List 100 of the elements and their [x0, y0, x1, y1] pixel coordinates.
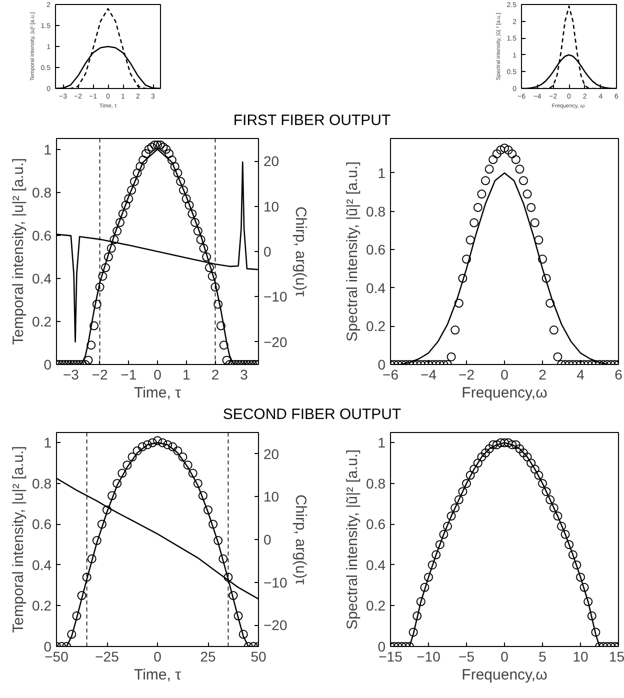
- point: [198, 491, 208, 500]
- x-tick-label: 3: [240, 366, 248, 382]
- y-tick-label: 0.2: [32, 313, 52, 330]
- y-tick-label: 0.8: [32, 184, 52, 200]
- point: [208, 520, 218, 529]
- y-tick-label: 0.8: [32, 475, 52, 492]
- y-tick-label: 0.2: [366, 598, 386, 614]
- x-tick-label: −4: [420, 366, 437, 382]
- y-tick-label: 1: [378, 164, 386, 181]
- y-axis-title: Temporal intensity, |u|² [a.u.]: [10, 446, 28, 633]
- y-tick-label: 0.6: [366, 516, 386, 532]
- y-tick-label: 0.4: [32, 270, 52, 286]
- x-tick-label: −2: [92, 366, 108, 382]
- y2-axis-title: Chirp, arg(u)τ: [292, 494, 310, 585]
- y-tick-label: 0: [44, 356, 52, 372]
- y-tick-label: 0.4: [32, 556, 52, 573]
- point: [214, 536, 223, 546]
- point: [112, 478, 122, 488]
- x-tick-label: 0: [154, 648, 162, 664]
- point: [67, 630, 76, 639]
- y2-tick-label: −20: [264, 617, 288, 634]
- y-axis-title: Spectral intensity, |ũ|² [a.u.]: [344, 161, 362, 342]
- y2-tick-label: 0: [264, 532, 272, 548]
- y2-tick-label: 20: [264, 153, 280, 170]
- y-tick-label: 0.2: [32, 598, 52, 614]
- y2-tick-label: 20: [264, 446, 280, 462]
- point: [118, 468, 127, 478]
- x-tick-label: 6: [614, 366, 623, 382]
- point: [153, 436, 162, 446]
- x-tick-label: 10: [572, 648, 588, 664]
- y-tick-label: 0.4: [366, 280, 386, 296]
- x-tick-label: 50: [250, 648, 266, 664]
- point: [204, 505, 212, 514]
- point: [224, 572, 233, 582]
- point: [87, 554, 96, 564]
- x-tick-label: −3: [62, 366, 80, 382]
- y-tick-label: 0.4: [366, 556, 386, 573]
- x-axis-title: Frequency,ω: [462, 666, 548, 684]
- y-tick-label: 0.6: [366, 242, 386, 258]
- x-tick-label: 0: [154, 366, 162, 382]
- point: [178, 452, 188, 462]
- point: [97, 520, 106, 529]
- x-tick-label: −1: [120, 366, 137, 382]
- point: [218, 554, 228, 564]
- point: [108, 491, 117, 500]
- point: [138, 442, 147, 452]
- x-tick-label: 2: [538, 366, 547, 382]
- point: [132, 446, 142, 456]
- text: FIRST FIBER OUTPUT: [233, 112, 391, 130]
- y-tick-label: 0.6: [32, 516, 52, 532]
- point: [148, 438, 157, 448]
- y-tick-label: 1: [44, 434, 52, 451]
- x-tick-label: 25: [200, 648, 216, 664]
- text: SECOND FIBER OUTPUT: [222, 406, 402, 424]
- x-tick-label: −5: [458, 648, 475, 664]
- point: [183, 460, 192, 470]
- point: [158, 438, 168, 448]
- y2-tick-label: −20: [264, 334, 288, 350]
- x-tick-label: 1: [182, 366, 190, 382]
- point: [82, 572, 92, 582]
- x-axis-title: Frequency,ω: [462, 384, 548, 402]
- point: [238, 630, 248, 639]
- point: [163, 440, 172, 450]
- point: [142, 440, 152, 450]
- point: [128, 452, 137, 462]
- x-tick-label: 4: [576, 366, 585, 382]
- point: [72, 611, 82, 620]
- point: [168, 442, 178, 452]
- y-tick-label: 1: [44, 141, 52, 158]
- x-tick-label: 15: [608, 648, 624, 664]
- y-axis-title: Spectral intensity, |ũ|² [a.u.]: [344, 449, 362, 630]
- x-axis-title: Time, τ: [134, 384, 182, 402]
- x-tick-label: −25: [95, 648, 120, 664]
- x-tick-label: 2: [211, 366, 220, 382]
- y-tick-label: 0: [378, 356, 386, 372]
- point: [228, 591, 238, 600]
- y-tick-label: 0.2: [366, 318, 386, 334]
- point: [102, 505, 112, 514]
- y2-tick-label: 0: [264, 244, 272, 260]
- x-tick-label: −10: [416, 648, 441, 664]
- y2-tick-label: −10: [264, 574, 288, 590]
- x-tick-label: −2: [458, 366, 475, 382]
- y2-tick-label: 10: [264, 198, 280, 214]
- x-tick-label: 5: [538, 648, 547, 664]
- y-tick-label: 0.8: [366, 475, 386, 492]
- point: [173, 446, 182, 456]
- point: [77, 591, 86, 600]
- point: [92, 536, 102, 546]
- x-axis-title: Time, τ: [134, 666, 182, 684]
- point: [193, 478, 202, 488]
- point: [234, 611, 243, 620]
- y-tick-label: 1: [378, 434, 386, 451]
- y2-tick-label: −10: [264, 288, 288, 305]
- y-tick-label: 0.8: [366, 203, 386, 220]
- y-axis-title: Temporal intensity, |u|² [a.u.]: [10, 158, 28, 345]
- point: [122, 460, 132, 470]
- y2-tick-label: 10: [264, 488, 280, 505]
- y-tick-label: 0.6: [32, 227, 52, 244]
- point: [188, 468, 198, 478]
- y2-axis-title: Chirp, arg(u)τ: [292, 206, 310, 297]
